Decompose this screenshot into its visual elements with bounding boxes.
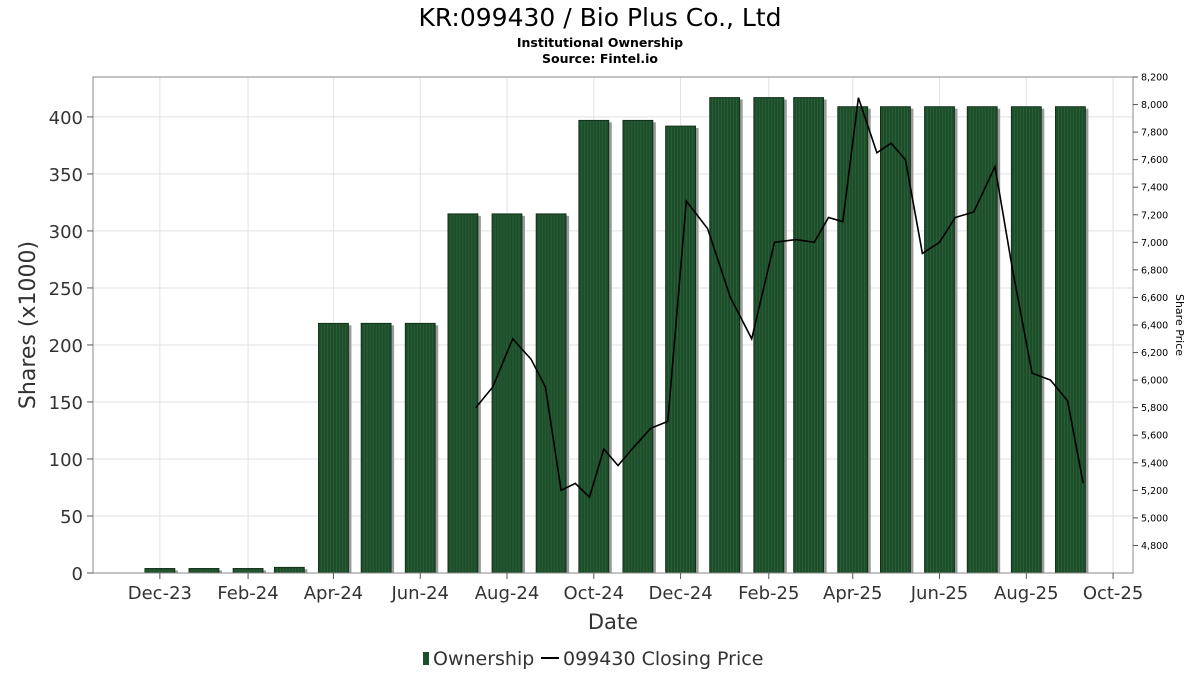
legend-ownership-label: Ownership <box>433 648 534 670</box>
chart-source: Source: Fintel.io <box>542 51 658 66</box>
y2-tick-label: 5,400 <box>1141 458 1168 469</box>
y-axis-label: Shares (x1000) <box>16 241 41 409</box>
y-tick-label: 200 <box>49 336 83 357</box>
x-axis-label: Date <box>588 610 638 634</box>
x-tick-label: Apr-25 <box>823 583 882 604</box>
y-tick-label: 150 <box>49 393 83 414</box>
x-tick-label: Feb-25 <box>738 583 799 604</box>
y2-tick-label: 5,200 <box>1141 486 1168 497</box>
x-axis: Dec-23 Feb-24 Apr-24 Jun-24 Aug-24 Oct-24 Dec-… <box>128 573 1144 604</box>
y2-tick-label: 5,800 <box>1141 403 1168 414</box>
y2-tick-label: 7,000 <box>1141 238 1168 249</box>
y-tick-label: 50 <box>60 507 83 528</box>
y2-tick-label: 6,600 <box>1141 293 1168 304</box>
y-axis-left: 0 50 100 150 200 250 300 350 400 <box>49 108 93 585</box>
y2-tick-label: 5,600 <box>1141 431 1168 442</box>
y2-tick-label: 6,800 <box>1141 265 1168 276</box>
x-tick-label: Oct-25 <box>1083 583 1144 604</box>
y2-tick-label: 5,000 <box>1141 513 1168 524</box>
y2-tick-label: 6,400 <box>1141 321 1168 332</box>
y2-tick-label: 6,000 <box>1141 376 1168 387</box>
legend: Ownership 099430 Closing Price <box>423 648 763 670</box>
y2-tick-label: 7,200 <box>1141 210 1168 221</box>
y2-tick-label: 7,800 <box>1141 128 1168 139</box>
chart-subtitle: Institutional Ownership <box>517 35 683 50</box>
y-tick-label: 400 <box>49 108 83 129</box>
y2-tick-label: 8,200 <box>1141 73 1168 84</box>
x-tick-label: Apr-24 <box>304 583 363 604</box>
y-tick-label: 350 <box>49 165 83 186</box>
y2-tick-label: 6,200 <box>1141 348 1168 359</box>
y2-tick-label: 7,400 <box>1141 183 1168 194</box>
legend-price-label: 099430 Closing Price <box>563 648 763 670</box>
y-axis-right: 4,800 5,000 5,200 5,400 5,600 5,800 6,000 6,200… <box>1133 73 1168 552</box>
x-tick-label: Dec-23 <box>128 583 192 604</box>
price-line <box>475 97 1084 499</box>
y2-tick-label: 7,600 <box>1141 155 1168 166</box>
chart-title: KR:099430 / Bio Plus Co., Ltd <box>418 3 781 32</box>
x-tick-label: Oct-24 <box>564 583 625 604</box>
x-tick-label: Dec-24 <box>648 583 712 604</box>
y2-tick-label: 8,000 <box>1141 100 1168 111</box>
y-tick-label: 250 <box>49 279 83 300</box>
y2-axis-label: Share Price <box>1173 294 1186 356</box>
price-line-layer <box>475 97 1084 499</box>
x-tick-label: Aug-24 <box>475 583 540 604</box>
y2-tick-label: 4,800 <box>1141 541 1168 552</box>
y-tick-label: 0 <box>72 564 83 585</box>
legend-ownership-swatch <box>423 652 429 665</box>
x-tick-label: Aug-25 <box>994 583 1059 604</box>
x-tick-label: Feb-24 <box>217 583 278 604</box>
y-tick-label: 100 <box>49 450 83 471</box>
x-tick-label: Jun-25 <box>910 583 969 604</box>
x-tick-label: Jun-24 <box>390 583 449 604</box>
y-tick-label: 300 <box>49 222 83 243</box>
ownership-bars <box>144 97 1089 573</box>
